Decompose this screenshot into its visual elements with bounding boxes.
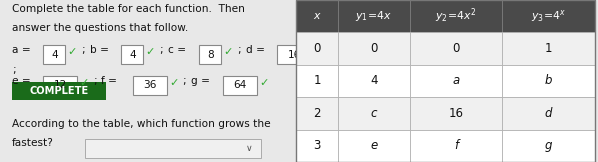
Text: 12: 12 — [54, 81, 67, 90]
Text: 36: 36 — [144, 81, 157, 90]
Text: 8: 8 — [207, 50, 213, 60]
Bar — [410, 130, 502, 162]
Text: $y_2\!=\!4x^2$: $y_2\!=\!4x^2$ — [435, 7, 477, 25]
Bar — [410, 65, 502, 97]
Text: ✓: ✓ — [68, 47, 77, 57]
Text: 0: 0 — [452, 42, 460, 55]
Text: ✓: ✓ — [169, 78, 179, 88]
Text: 4: 4 — [370, 75, 377, 87]
Text: answer the questions that follow.: answer the questions that follow. — [12, 23, 188, 34]
FancyBboxPatch shape — [199, 45, 221, 64]
FancyBboxPatch shape — [44, 45, 65, 64]
Bar — [502, 32, 595, 65]
Text: According to the table, which function grows the: According to the table, which function g… — [12, 119, 270, 129]
Bar — [296, 0, 338, 32]
Bar — [338, 32, 410, 65]
Bar — [502, 97, 595, 130]
Bar — [502, 65, 595, 97]
Text: g: g — [545, 139, 553, 152]
Bar — [338, 97, 410, 130]
Text: ;: ; — [12, 65, 16, 75]
FancyBboxPatch shape — [133, 76, 167, 95]
Text: d: d — [545, 107, 553, 120]
Bar — [85, 139, 261, 158]
Text: b: b — [545, 75, 553, 87]
Bar — [12, 82, 106, 100]
Text: $x$: $x$ — [313, 11, 321, 21]
Text: ∨: ∨ — [246, 144, 252, 153]
Text: 3: 3 — [313, 139, 321, 152]
Text: ✓: ✓ — [313, 47, 323, 57]
Text: $y_1\!=\!4x$: $y_1\!=\!4x$ — [355, 9, 392, 23]
Bar — [296, 65, 338, 97]
Text: 1: 1 — [313, 75, 321, 87]
Text: ;: ; — [159, 45, 163, 55]
Text: 64: 64 — [233, 81, 246, 90]
FancyBboxPatch shape — [44, 76, 77, 95]
Text: 0: 0 — [313, 42, 321, 55]
FancyBboxPatch shape — [277, 45, 311, 64]
Bar — [296, 130, 338, 162]
Text: 4: 4 — [129, 50, 136, 60]
Text: b =: b = — [90, 45, 109, 55]
Text: $y_3\!=\!4^x$: $y_3\!=\!4^x$ — [531, 8, 566, 24]
Text: a =: a = — [12, 45, 30, 55]
Bar — [502, 130, 595, 162]
Text: ✓: ✓ — [224, 47, 233, 57]
Bar — [338, 0, 410, 32]
Text: f: f — [454, 139, 458, 152]
Text: ✓: ✓ — [146, 47, 155, 57]
Text: 16: 16 — [448, 107, 463, 120]
Text: c: c — [371, 107, 377, 120]
Text: Complete the table for each function.  Then: Complete the table for each function. Th… — [12, 4, 245, 14]
Bar — [410, 0, 502, 32]
FancyBboxPatch shape — [223, 76, 257, 95]
Bar — [410, 32, 502, 65]
Text: a: a — [452, 75, 460, 87]
Bar — [338, 65, 410, 97]
Text: ;: ; — [93, 76, 96, 86]
Text: e =: e = — [12, 76, 30, 86]
Text: f =: f = — [102, 76, 117, 86]
Bar — [296, 32, 338, 65]
Text: ;: ; — [237, 45, 240, 55]
Text: 2: 2 — [313, 107, 321, 120]
Text: 4: 4 — [51, 50, 58, 60]
Bar — [502, 0, 595, 32]
Text: ✓: ✓ — [80, 78, 89, 88]
Bar — [338, 130, 410, 162]
Text: 0: 0 — [370, 42, 377, 55]
Text: d =: d = — [246, 45, 264, 55]
Text: ;: ; — [81, 45, 84, 55]
Text: c =: c = — [167, 45, 186, 55]
FancyBboxPatch shape — [121, 45, 144, 64]
Text: ✓: ✓ — [259, 78, 269, 88]
Text: e: e — [370, 139, 377, 152]
Bar — [410, 97, 502, 130]
Text: COMPLETE: COMPLETE — [29, 86, 89, 96]
Bar — [296, 97, 338, 130]
Text: 16: 16 — [288, 50, 301, 60]
Text: fastest?: fastest? — [12, 138, 54, 148]
Text: g =: g = — [191, 76, 210, 86]
Text: ;: ; — [182, 76, 186, 86]
Text: 1: 1 — [545, 42, 553, 55]
